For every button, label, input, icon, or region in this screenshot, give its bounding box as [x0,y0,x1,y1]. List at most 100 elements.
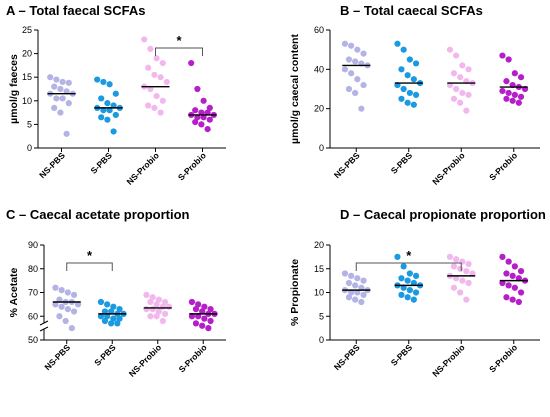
data-point [457,74,464,81]
data-point [499,52,506,59]
data-point [157,109,164,116]
data-point [59,78,66,86]
data-point [188,59,195,67]
data-point [345,85,353,93]
y-axis-label: µmol/g caecal content [289,34,301,144]
data-point [515,99,522,106]
data-point [515,298,522,306]
data-point [453,256,460,263]
data-point [205,325,212,332]
data-point [398,275,405,282]
data-point [68,325,75,332]
data-point [110,102,117,109]
data-point [457,265,464,272]
data-point [74,301,82,308]
x-tick-label: NS-PBS [332,342,362,372]
data-point [360,291,367,298]
significance-label: * [87,248,93,263]
data-point [505,89,512,97]
y-axis-label: µmol/g faeces [8,54,20,124]
data-point [358,298,365,306]
data-point [149,294,156,301]
data-point [505,258,512,265]
data-point [201,315,208,322]
data-point [457,289,464,296]
y-tick-label: 10 [314,288,324,298]
significance-bracket [355,262,462,271]
x-tick-label: S-Probio [487,150,519,182]
data-point [465,91,472,98]
data-point [159,59,166,67]
data-point [453,275,460,282]
data-point [499,253,506,260]
x-tick-label: S-PBS [92,342,118,368]
data-point [112,90,119,97]
data-point [450,263,458,270]
data-point [151,71,158,78]
data-point [206,116,213,123]
data-point [400,263,407,270]
data-point [499,87,506,95]
data-point [65,100,72,107]
data-point [110,315,117,322]
data-point [404,72,411,79]
data-point [453,85,460,93]
data-point [341,270,349,277]
data-point [358,105,365,112]
data-point [110,128,117,135]
y-tick-label: 15 [314,264,324,274]
data-point [412,272,420,279]
data-point [404,277,411,284]
x-tick-label: S-PBS [389,342,415,368]
x-tick-label: NS-PBS [332,150,362,180]
data-point [155,296,162,303]
data-point [194,85,201,93]
data-point [70,291,78,298]
chart-panel-0: A – Total faecal SCFAs µmol/g faeces 0 5 10 1… [6,3,226,187]
data-point [465,260,472,268]
data-point [157,74,164,81]
data-point [98,114,105,121]
data-point [459,277,466,284]
data-point [459,62,466,69]
data-point [352,58,359,65]
data-point [446,253,454,260]
data-point [515,275,522,282]
data-point [47,74,54,81]
data-point [517,74,525,81]
y-tick-label: 25 [22,25,32,35]
y-tick-label: 60 [314,25,324,35]
data-point [198,121,205,128]
data-point [108,308,115,315]
data-point [65,79,72,86]
data-point [159,97,166,104]
x-tick-label: NS-PBS [37,150,67,180]
data-point [348,289,355,296]
data-point [188,298,196,306]
data-point [398,291,405,298]
chart-panel-1: B – Total caecal SCFAs µmol/g caecal cont… [289,3,540,187]
data-point [201,303,208,310]
data-point [207,317,214,325]
data-point [509,296,516,303]
data-point [503,270,510,277]
data-point [358,284,365,291]
y-tick-label: 0 [319,335,324,345]
data-point [159,303,166,310]
data-point [410,76,417,83]
y-tick-label: 60 [28,311,38,321]
data-point [97,313,105,320]
data-point [459,89,466,97]
data-point [106,81,113,88]
y-tick-label: 20 [314,104,324,114]
data-point [195,313,202,320]
data-point [348,70,355,77]
data-point [352,282,359,289]
data-point [153,301,160,308]
data-point [58,303,65,310]
x-tick-label: S-PBS [389,150,415,176]
data-point [354,46,361,53]
data-point [70,308,78,315]
data-point [503,95,510,102]
data-point [192,306,200,313]
